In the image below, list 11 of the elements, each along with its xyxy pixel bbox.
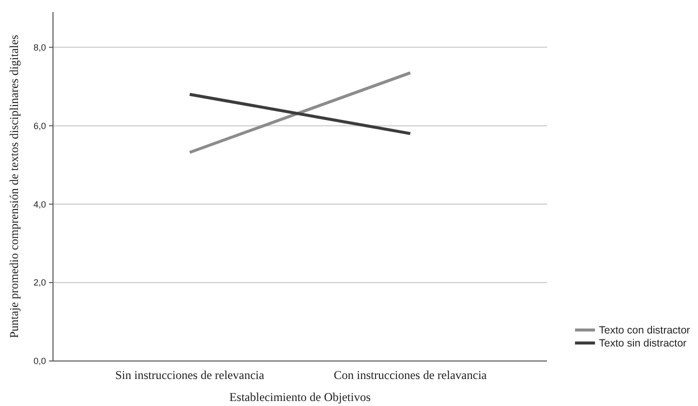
y-tick-label: 4,0 [33,199,46,210]
y-axis-title: Puntaje promedio comprensión de textos disciplinares digitales [7,34,21,338]
x-axis-title: Establecimiento de Objetivos [229,390,371,404]
y-tick-label: 0,0 [33,356,46,366]
y-tick-label: 6,0 [33,120,46,131]
y-tick-label: 2,0 [33,278,46,288]
y-tick-label: 8,0 [33,42,46,52]
x-tick-label: Con instrucciones de relavancia [334,368,488,382]
legend-label: Texto con distractor [599,324,691,337]
legend-label: Texto sin distractor [599,338,688,350]
x-tick-label: Sin instrucciones de relevancia [115,368,265,382]
